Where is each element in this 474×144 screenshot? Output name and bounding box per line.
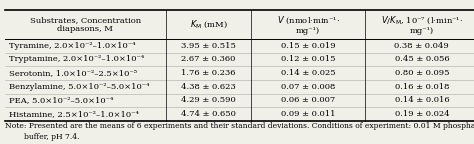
Text: 0.14 ± 0.016: 0.14 ± 0.016: [394, 96, 449, 104]
Text: Serotonin, 1.0×10⁻²–2.5×10⁻⁵: Serotonin, 1.0×10⁻²–2.5×10⁻⁵: [9, 69, 137, 77]
Text: Benzylamine, 5.0×10⁻²–5.0×10⁻⁴: Benzylamine, 5.0×10⁻²–5.0×10⁻⁴: [9, 83, 149, 91]
Text: $V$ (nmol·min⁻¹·
mg⁻¹): $V$ (nmol·min⁻¹· mg⁻¹): [276, 14, 340, 35]
Text: 0.80 ± 0.095: 0.80 ± 0.095: [395, 69, 449, 77]
Text: Histamine, 2.5×10⁻²–1.0×10⁻⁴: Histamine, 2.5×10⁻²–1.0×10⁻⁴: [9, 110, 138, 118]
Text: PEA, 5.0×10⁻²–5.0×10⁻⁴: PEA, 5.0×10⁻²–5.0×10⁻⁴: [9, 96, 113, 104]
Text: $K_{\rm M}$ (mM): $K_{\rm M}$ (mM): [190, 18, 228, 31]
Text: buffer, pH 7.4.: buffer, pH 7.4.: [5, 133, 79, 141]
Text: 2.67 ± 0.360: 2.67 ± 0.360: [182, 55, 236, 63]
Text: 0.09 ± 0.011: 0.09 ± 0.011: [281, 110, 335, 118]
Text: 0.19 ± 0.024: 0.19 ± 0.024: [394, 110, 449, 118]
Text: 0.14 ± 0.025: 0.14 ± 0.025: [281, 69, 336, 77]
Text: 3.95 ± 0.515: 3.95 ± 0.515: [181, 42, 236, 50]
Text: Substrates, Concentration
diapasons, M: Substrates, Concentration diapasons, M: [30, 16, 141, 33]
Text: 4.74 ± 0.650: 4.74 ± 0.650: [181, 110, 236, 118]
Text: 4.38 ± 0.623: 4.38 ± 0.623: [181, 83, 236, 91]
Text: Tryptamine, 2.0×10⁻²–1.0×10⁻⁴: Tryptamine, 2.0×10⁻²–1.0×10⁻⁴: [9, 55, 144, 63]
Text: 0.16 ± 0.018: 0.16 ± 0.018: [395, 83, 449, 91]
Text: 0.12 ± 0.015: 0.12 ± 0.015: [281, 55, 335, 63]
Text: 1.76 ± 0.236: 1.76 ± 0.236: [182, 69, 236, 77]
Text: 0.06 ± 0.007: 0.06 ± 0.007: [281, 96, 335, 104]
Text: $V$/$K_{\rm M}$, 10⁻⁷ (l·min⁻¹·
mg⁻¹): $V$/$K_{\rm M}$, 10⁻⁷ (l·min⁻¹· mg⁻¹): [381, 14, 463, 35]
Text: 0.38 ± 0.049: 0.38 ± 0.049: [394, 42, 449, 50]
Text: Note: Presented are the means of 6 experiments and their standard deviations. Co: Note: Presented are the means of 6 exper…: [5, 122, 474, 130]
Text: 0.45 ± 0.056: 0.45 ± 0.056: [394, 55, 449, 63]
Text: 0.15 ± 0.019: 0.15 ± 0.019: [281, 42, 336, 50]
Text: Tyramine, 2.0×10⁻²–1.0×10⁻⁴: Tyramine, 2.0×10⁻²–1.0×10⁻⁴: [9, 42, 135, 50]
Text: 4.29 ± 0.590: 4.29 ± 0.590: [181, 96, 236, 104]
Text: 0.07 ± 0.008: 0.07 ± 0.008: [281, 83, 335, 91]
